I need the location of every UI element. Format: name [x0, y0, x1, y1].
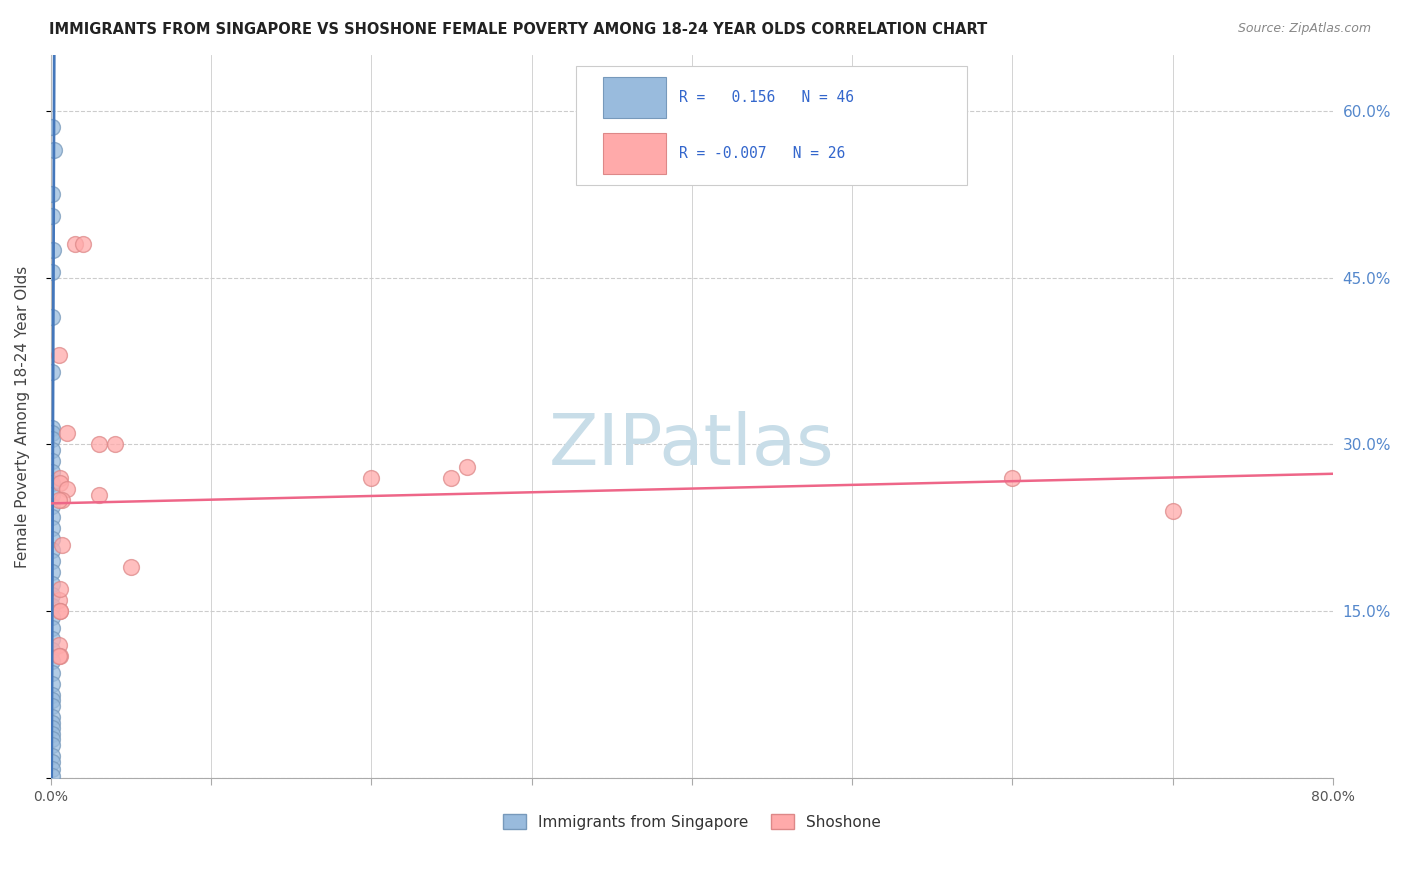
Point	[41, 509, 63, 524]
Point	[41, 499, 63, 513]
FancyBboxPatch shape	[576, 66, 967, 186]
Point	[104, 437, 127, 451]
Point	[41, 621, 63, 635]
Point	[41, 265, 63, 279]
Text: R =   0.156   N = 46: R = 0.156 N = 46	[679, 90, 853, 105]
Point	[56, 426, 79, 441]
Point	[41, 554, 63, 568]
Point	[41, 310, 63, 324]
Point	[41, 210, 63, 224]
Point	[41, 454, 63, 468]
Point	[41, 710, 63, 724]
Point	[41, 749, 63, 764]
Point	[41, 643, 63, 657]
Point	[41, 543, 63, 558]
Point	[41, 632, 63, 647]
Point	[41, 421, 63, 435]
Text: IMMIGRANTS FROM SINGAPORE VS SHOSHONE FEMALE POVERTY AMONG 18-24 YEAR OLDS CORRE: IMMIGRANTS FROM SINGAPORE VS SHOSHONE FE…	[49, 22, 987, 37]
Point	[41, 610, 63, 624]
Point	[49, 604, 72, 618]
Point	[41, 476, 63, 491]
Point	[49, 604, 72, 618]
Point	[49, 471, 72, 485]
Point	[87, 437, 110, 451]
Point	[456, 459, 478, 474]
Point	[41, 432, 63, 446]
Point	[56, 482, 79, 496]
Point	[41, 732, 63, 747]
Point	[51, 538, 73, 552]
Point	[120, 559, 142, 574]
Point	[1161, 504, 1184, 518]
Point	[51, 493, 73, 508]
Point	[41, 465, 63, 479]
Point	[41, 727, 63, 741]
Point	[72, 237, 94, 252]
Point	[41, 532, 63, 546]
Point	[48, 493, 70, 508]
Point	[41, 715, 63, 730]
Point	[41, 588, 63, 602]
Point	[49, 648, 72, 663]
Point	[41, 688, 63, 702]
Point	[41, 187, 63, 202]
Point	[49, 582, 72, 596]
Point	[41, 566, 63, 580]
Point	[41, 443, 63, 458]
Point	[63, 237, 86, 252]
Point	[41, 487, 63, 501]
Point	[41, 426, 63, 441]
Point	[440, 471, 463, 485]
Point	[41, 769, 63, 783]
Y-axis label: Female Poverty Among 18-24 Year Olds: Female Poverty Among 18-24 Year Olds	[15, 266, 30, 568]
FancyBboxPatch shape	[603, 78, 666, 118]
Point	[41, 665, 63, 680]
Point	[41, 762, 63, 776]
Point	[42, 143, 65, 157]
Point	[41, 676, 63, 690]
Point	[48, 593, 70, 607]
Text: ZIPatlas: ZIPatlas	[548, 411, 835, 480]
Point	[48, 638, 70, 652]
Point	[1001, 471, 1024, 485]
Point	[42, 243, 65, 257]
Point	[41, 738, 63, 752]
Text: R = -0.007   N = 26: R = -0.007 N = 26	[679, 146, 845, 161]
Point	[41, 120, 63, 135]
Point	[41, 599, 63, 613]
Point	[41, 576, 63, 591]
Point	[41, 698, 63, 713]
FancyBboxPatch shape	[603, 134, 666, 174]
Point	[48, 648, 70, 663]
Point	[41, 521, 63, 535]
Point	[87, 487, 110, 501]
Point	[48, 349, 70, 363]
Point	[41, 365, 63, 379]
Point	[41, 654, 63, 668]
Point	[41, 721, 63, 735]
Text: Source: ZipAtlas.com: Source: ZipAtlas.com	[1237, 22, 1371, 36]
Legend: Immigrants from Singapore, Shoshone: Immigrants from Singapore, Shoshone	[496, 808, 887, 836]
Point	[41, 693, 63, 707]
Point	[49, 476, 72, 491]
Point	[360, 471, 382, 485]
Point	[41, 755, 63, 769]
